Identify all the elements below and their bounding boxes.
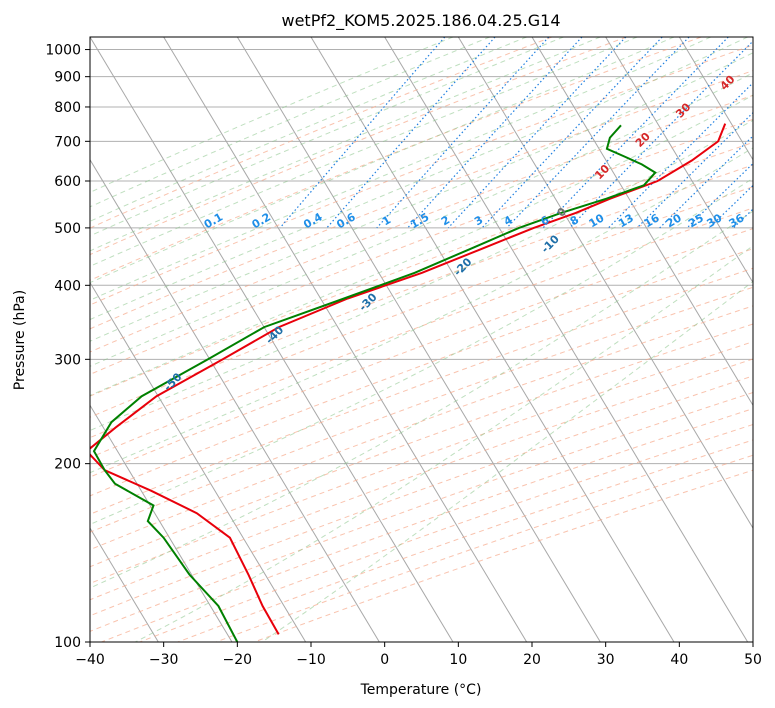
isotherm-line	[531, 37, 753, 407]
x-tick-label: 40	[670, 652, 688, 668]
y-tick-label: 600	[54, 174, 81, 190]
y-tick-label: 500	[54, 221, 81, 237]
mixing-ratio-line	[542, 37, 729, 229]
dry-adiabat-line	[90, 37, 627, 256]
dry-adiabat-line	[90, 186, 753, 439]
dry-adiabat-line	[90, 375, 753, 617]
chart-title: wetPf2_KOM5.2025.186.04.25.G14	[281, 11, 560, 31]
isotherm-line	[457, 37, 753, 530]
y-tick-label: 100	[54, 635, 81, 651]
y-tick-label: 400	[54, 278, 81, 294]
moist-adiabat-line	[90, 94, 753, 397]
moist-adiabat-line	[90, 119, 753, 432]
moist-adiabat-line	[90, 37, 454, 193]
x-tick-label: −10	[296, 652, 326, 668]
moist-adiabat-line	[90, 72, 753, 367]
isotherm-line	[678, 37, 753, 161]
dry-adiabat-line	[90, 70, 753, 330]
x-tick-label: −30	[149, 652, 179, 668]
mixing-ratio-line	[447, 37, 627, 229]
y-tick-label: 900	[54, 70, 81, 86]
x-tick-label: −20	[223, 652, 253, 668]
x-tick-label: 0	[380, 652, 389, 668]
moist-adiabat-line	[90, 37, 564, 237]
x-tick-label: 30	[597, 652, 615, 668]
isotherm-line	[90, 37, 454, 642]
isotherm-line	[752, 37, 753, 38]
isotherm-line	[90, 527, 159, 642]
x-tick-label: 20	[523, 652, 541, 668]
moist-adiabat-line	[90, 37, 675, 284]
moist-adiabat-line	[90, 37, 527, 222]
isotherm-line	[605, 37, 753, 284]
mixing-ratio-line	[407, 37, 583, 229]
dry-adiabat-line	[90, 37, 702, 281]
moist-adiabat-line	[90, 37, 748, 321]
isotherm-line	[90, 404, 233, 642]
dry-adiabat-line	[90, 141, 753, 397]
x-axis-label: Temperature (°C)	[360, 682, 482, 698]
dry-adiabat-line	[90, 286, 753, 533]
dry-adiabat-line	[90, 341, 753, 585]
moist-adiabat-line	[90, 37, 712, 301]
dewpoint-profile-line	[92, 124, 657, 642]
mixing-ratio-line	[608, 81, 753, 229]
dry-adiabat-line	[90, 44, 753, 306]
dry-adiabat-line	[90, 164, 753, 418]
x-tick-label: 50	[744, 652, 762, 668]
y-tick-label: 700	[54, 134, 81, 150]
dry-adiabat-line	[90, 228, 753, 478]
y-tick-label: 800	[54, 100, 81, 116]
isotherm-label: -60	[59, 418, 82, 441]
plot-frame	[89, 36, 754, 643]
y-tick-label: 300	[54, 352, 81, 368]
mixing-ratio-line	[569, 40, 753, 229]
mixing-ratio-line	[481, 37, 663, 229]
moist-adiabat-line	[90, 37, 601, 252]
isotherm-line	[163, 37, 528, 642]
isotherm-line	[90, 158, 380, 642]
moist-adiabat-line	[90, 37, 638, 267]
mixing-ratio-line	[758, 37, 775, 228]
plot-background	[90, 37, 753, 642]
mixing-ratio-line	[326, 37, 496, 229]
mixing-ratio-line	[506, 37, 690, 229]
isotherm-line	[90, 281, 307, 642]
y-axis-label: Pressure (hPa)	[12, 290, 28, 390]
y-tick-label: 200	[54, 457, 81, 473]
isotherm-line	[384, 37, 749, 642]
x-tick-label: 10	[449, 652, 467, 668]
mixing-ratio-line	[686, 162, 753, 229]
x-tick-label: −40	[75, 652, 105, 668]
moist-adiabat-line	[90, 52, 753, 342]
moist-adiabat-line	[90, 147, 753, 474]
moist-adiabat-line	[90, 177, 753, 525]
isotherm-line	[0, 37, 11, 642]
y-tick-label: 1000	[45, 43, 81, 59]
